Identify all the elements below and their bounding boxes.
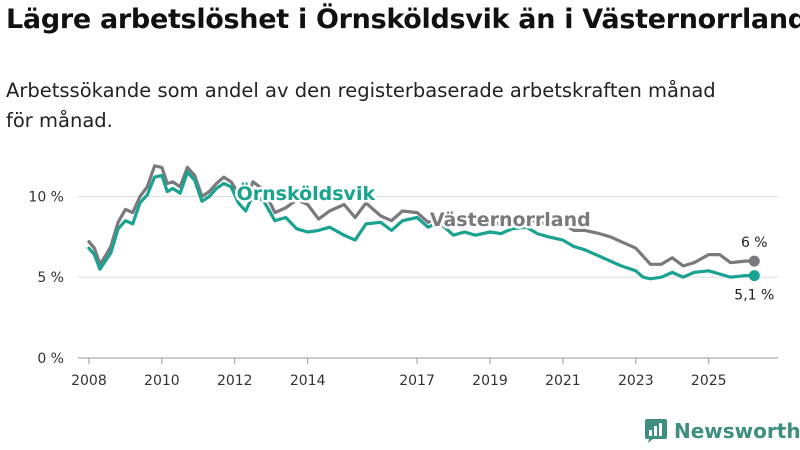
x-tick-label: 2023 bbox=[618, 373, 654, 389]
x-tick-label: 2019 bbox=[472, 373, 508, 389]
x-tick-label: 2021 bbox=[545, 373, 581, 389]
vasternorrland-series-label: Västernorrland bbox=[430, 209, 591, 231]
y-tick-label: 0 % bbox=[37, 351, 64, 367]
x-tick-label: 2017 bbox=[399, 373, 435, 389]
ornskoldsvik-series-label: Örnsköldsvik bbox=[237, 181, 376, 205]
newsworthy-logo: Newsworthy bbox=[644, 418, 800, 444]
x-tick-label: 2010 bbox=[144, 373, 180, 389]
y-tick-label: 10 % bbox=[28, 189, 64, 205]
ornskoldsvik-line bbox=[87, 170, 756, 281]
newsworthy-bars-icon bbox=[645, 419, 667, 443]
subtitle-line-1: Arbetssökande som andel av den registerb… bbox=[6, 79, 716, 102]
ornskoldsvik-end-point bbox=[748, 270, 760, 282]
chart-title: Lägre arbetslöshet i Örnsköldsvik än i V… bbox=[6, 4, 800, 35]
series-lines bbox=[87, 164, 756, 281]
vasternorrland-end-point bbox=[748, 255, 760, 267]
x-tick-label: 2012 bbox=[217, 373, 253, 389]
x-tick-label: 2008 bbox=[71, 373, 107, 389]
subtitle-line-2: för månad. bbox=[6, 109, 113, 132]
x-tick-label: 2014 bbox=[290, 373, 326, 389]
x-tick-label: 2025 bbox=[691, 373, 727, 389]
ornskoldsvik-end-label: 5,1 % bbox=[734, 288, 774, 304]
vasternorrland-line bbox=[87, 164, 756, 268]
vasternorrland-end-label: 6 % bbox=[741, 235, 768, 251]
y-tick-label: 5 % bbox=[37, 270, 64, 286]
chart-subtitle: Arbetssökande som andel av den registerb… bbox=[6, 76, 796, 136]
brand-name: Newsworthy bbox=[674, 419, 800, 443]
